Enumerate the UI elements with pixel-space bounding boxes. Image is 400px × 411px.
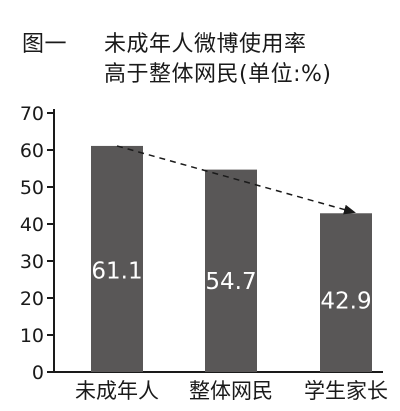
y-tick-label: 0 — [32, 362, 44, 384]
title-line-1: 图一 未成年人微博使用率 — [22, 30, 392, 60]
y-tick-label: 40 — [20, 214, 44, 236]
chart-title: 图一 未成年人微博使用率 高于整体网民(单位:%) — [22, 30, 392, 90]
title-line-2: 高于整体网民(单位:%) — [22, 60, 392, 90]
trend-annotation — [116, 145, 356, 215]
title-text-2: 高于整体网民(单位:%) — [104, 62, 332, 87]
y-tick-label: 20 — [20, 288, 44, 310]
x-category-label: 学生家长 — [304, 379, 388, 403]
bar — [320, 213, 372, 372]
bar-value-label: 61.1 — [91, 258, 142, 284]
trend-arrow — [116, 145, 356, 215]
bars: 61.1 未成年人 54.7 整体网民 42.9 学生家长 — [75, 145, 388, 403]
title-text-1: 未成年人微博使用率 — [104, 32, 307, 57]
bar — [205, 169, 257, 372]
y-tick-label: 50 — [20, 177, 44, 199]
y-tick-label: 70 — [20, 103, 44, 125]
y-tick-label: 30 — [20, 251, 44, 273]
x-category-label: 整体网民 — [189, 379, 273, 403]
y-tick-label: 10 — [20, 325, 44, 347]
bar-value-label: 54.7 — [205, 269, 256, 295]
x-category-label: 未成年人 — [75, 379, 159, 403]
figure-number: 图一 — [22, 32, 68, 57]
bar — [91, 145, 143, 372]
y-tick-label: 60 — [20, 140, 44, 162]
bar-value-label: 42.9 — [320, 289, 371, 315]
